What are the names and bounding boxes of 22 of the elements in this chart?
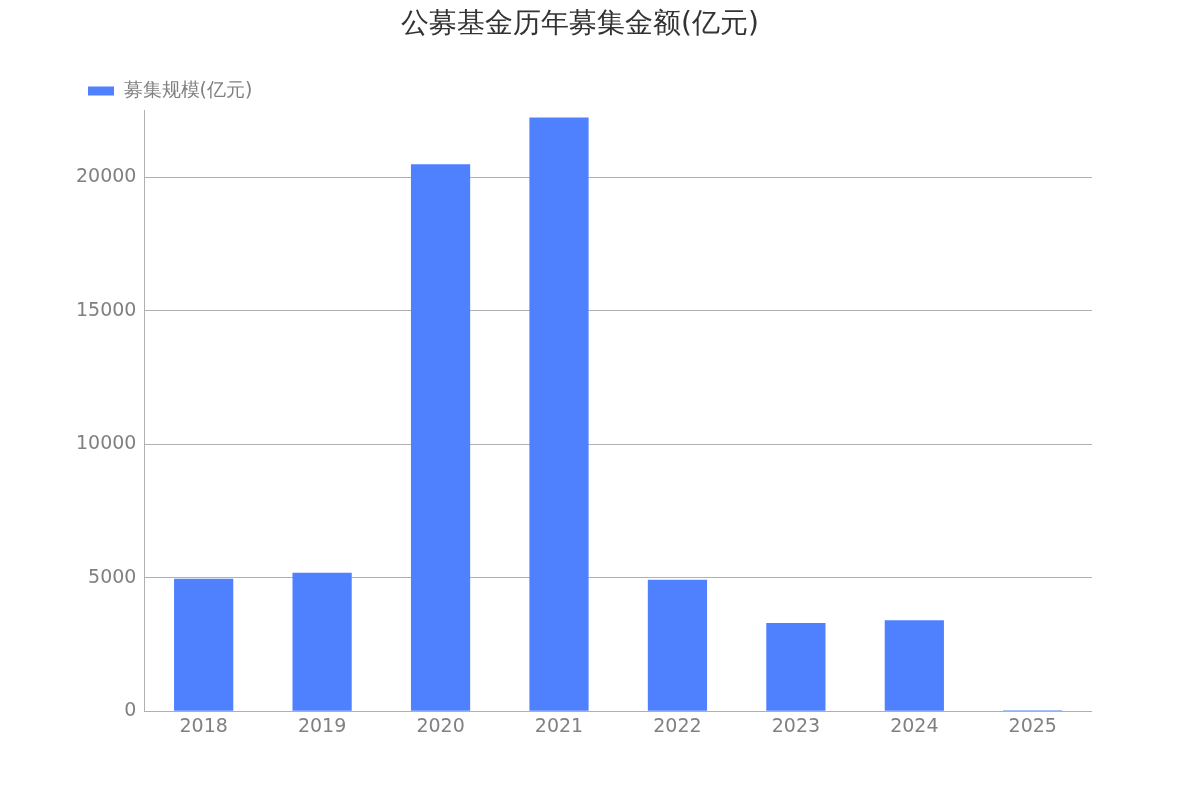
x-tick-label: 2021 — [534, 713, 584, 736]
bar — [174, 578, 234, 711]
bar — [766, 623, 826, 711]
x-tick-label: 2024 — [890, 713, 939, 736]
x-tick-label: 2020 — [416, 713, 465, 736]
x-tick-label: 2018 — [179, 713, 228, 736]
x-tick-label: 2022 — [653, 713, 702, 736]
y-tick-label: 15000 — [75, 297, 137, 320]
x-tick-label: 2019 — [297, 713, 347, 736]
y-tick-label: 10000 — [75, 431, 137, 454]
y-tick-label: 20000 — [75, 164, 137, 187]
x-tick-label: 2023 — [771, 713, 821, 736]
bar — [529, 117, 589, 711]
bar — [292, 572, 352, 711]
legend-label: 募集规模(亿元) — [123, 78, 253, 101]
bar — [884, 620, 944, 711]
bar — [647, 579, 708, 711]
bar — [410, 164, 471, 711]
x-tick-label: 2025 — [1008, 713, 1057, 736]
y-tick-label: 5000 — [88, 564, 137, 587]
chart-title: 公募基金历年募集金额(亿元) — [401, 6, 759, 40]
y-tick-label: 0 — [124, 698, 137, 721]
